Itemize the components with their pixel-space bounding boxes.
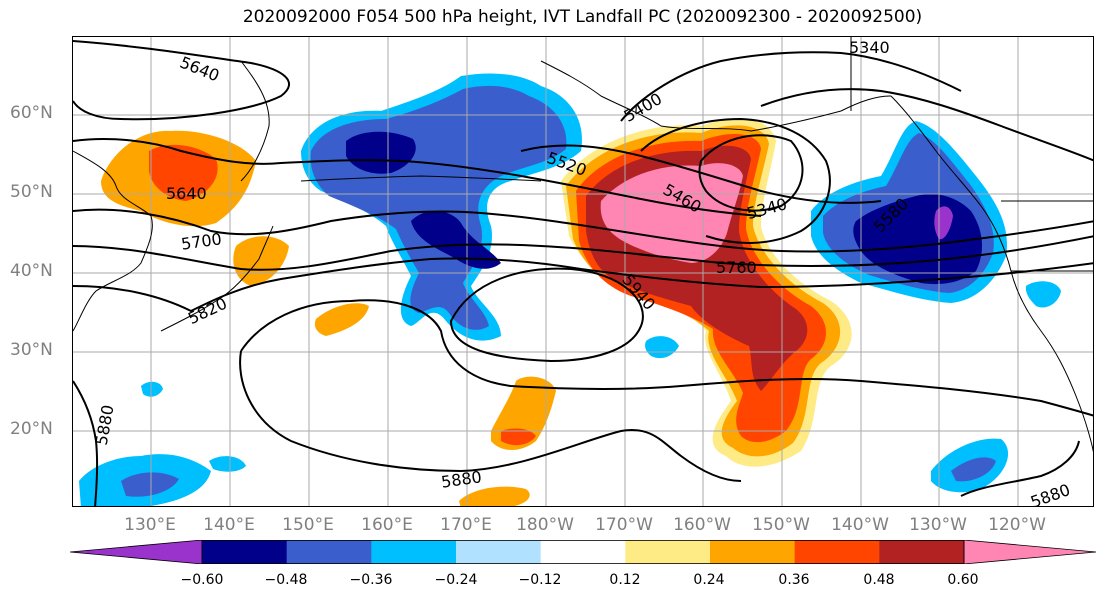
contour-5520 <box>520 144 882 204</box>
colorbar-swatch <box>625 540 711 564</box>
ivt-negative-small-1 <box>141 381 163 397</box>
contour-label-5400: 5400 <box>620 89 665 126</box>
contour-5580-north <box>73 40 290 121</box>
contour-5640-west <box>73 138 762 217</box>
map-svg: 5640 5640 5700 5820 5880 5880 5880 5400 … <box>73 37 1093 507</box>
colorbar-tick-m012: −0.12 <box>518 572 562 588</box>
ivt-positive-south <box>459 486 530 506</box>
contour-5760 <box>73 235 1093 271</box>
coast-alaska <box>540 60 892 132</box>
colorbar-swatch-min-extend <box>70 540 203 564</box>
contour-label-5880-w: 5880 <box>92 403 118 446</box>
colorbar-tick-m048: −0.48 <box>264 572 308 588</box>
contour-label-5700: 5700 <box>180 229 223 253</box>
contour-5700 <box>73 208 1093 253</box>
ivt-positive-mid <box>314 303 369 336</box>
lon-label-150w: 150°W <box>752 515 810 535</box>
lon-label-170w: 170°W <box>595 515 653 535</box>
lat-label-40n: 40°N <box>10 261 53 281</box>
contour-5880-se <box>960 440 1080 497</box>
lon-label-160w: 160°W <box>673 515 731 535</box>
colorbar <box>70 540 1096 564</box>
lon-label-120w: 120°W <box>988 515 1046 535</box>
coast-uswest <box>1010 270 1093 453</box>
contour-5880-ring <box>240 299 1093 417</box>
colorbar-swatch-max-extend <box>963 540 1096 564</box>
contour-5400 <box>620 51 962 122</box>
ivt-negative-socal <box>1025 281 1061 308</box>
contour-5820 <box>73 257 1093 313</box>
coast-asia <box>73 150 153 332</box>
ivt-negative-northpac-navy <box>346 131 416 174</box>
contour-label-5640-w: 5640 <box>166 184 207 203</box>
contour-label-5340-top: 5340 <box>849 38 890 57</box>
ivt-positive-pink <box>600 163 743 263</box>
figure-title: 2020092000 F054 500 hPa height, IVT Land… <box>242 7 923 27</box>
map-panel: 5640 5640 5700 5820 5880 5880 5880 5400 … <box>72 36 1094 507</box>
colorbar-swatch <box>710 540 796 564</box>
colorbar-swatch <box>202 540 288 564</box>
lon-label-170e: 170°E <box>440 515 492 535</box>
contour-5880-west <box>73 380 99 506</box>
ivt-positive-sub-red <box>501 428 536 446</box>
lon-label-140e: 140°E <box>203 515 255 535</box>
colorbar-tick-048: 0.48 <box>863 572 895 588</box>
colorbar-swatches <box>70 540 1096 564</box>
lon-label-130w: 130°W <box>909 515 967 535</box>
ivt-positive-west-red <box>149 144 218 201</box>
ivt-negative-hawaii <box>645 336 679 359</box>
contour-label-5760: 5760 <box>716 258 757 277</box>
colorbar-tick-m060: −0.60 <box>180 572 224 588</box>
ivt-negative-se-blue <box>951 457 996 482</box>
lat-label-60n: 60°N <box>10 103 53 123</box>
colorbar-tick-060: 0.60 <box>947 572 979 588</box>
height-contours <box>73 40 1093 506</box>
colorbar-outline <box>201 540 965 564</box>
lat-label-30n: 30°N <box>10 340 53 360</box>
coast-japan <box>160 225 274 332</box>
colorbar-tick-m024: −0.24 <box>434 572 478 588</box>
contour-5580-east <box>760 88 1093 162</box>
lon-label-130e: 130°E <box>124 515 176 535</box>
contour-label-5820: 5820 <box>185 294 230 328</box>
ivt-negative-small-2 <box>209 456 246 472</box>
colorbar-swatch <box>286 540 372 564</box>
lat-label-50n: 50°N <box>10 182 53 202</box>
colorbar-swatch <box>794 540 880 564</box>
coast-aleutians <box>300 175 542 182</box>
contour-5940 <box>449 267 644 363</box>
colorbar-swatch <box>456 540 542 564</box>
colorbar-swatch <box>540 540 626 564</box>
lon-label-140w: 140°W <box>831 515 889 535</box>
colorbar-tick-m036: −0.36 <box>349 572 393 588</box>
lon-label-150e: 150°E <box>282 515 334 535</box>
ivt-negative-sw-blue <box>121 472 179 497</box>
contour-label-5880-se: 5880 <box>1028 480 1073 507</box>
contour-5340-low <box>698 134 804 212</box>
colorbar-tick-036: 0.36 <box>778 572 810 588</box>
ivt-negative-central-navy <box>411 211 501 269</box>
contour-5880-south <box>239 350 742 482</box>
colorbar-tick-012: 0.12 <box>609 572 641 588</box>
colorbar-swatch <box>371 540 457 564</box>
ivt-negative-field <box>79 73 1061 506</box>
lon-label-160e: 160°E <box>361 515 413 535</box>
coastlines <box>73 37 1093 453</box>
coast-canada <box>890 95 1012 272</box>
coast-kamchatka <box>240 60 270 182</box>
lon-label-180w: 180°W <box>516 515 574 535</box>
colorbar-swatch <box>879 540 965 564</box>
colorbar-tick-024: 0.24 <box>693 572 725 588</box>
lat-label-20n: 20°N <box>10 419 53 439</box>
contour-5460 <box>640 117 831 244</box>
